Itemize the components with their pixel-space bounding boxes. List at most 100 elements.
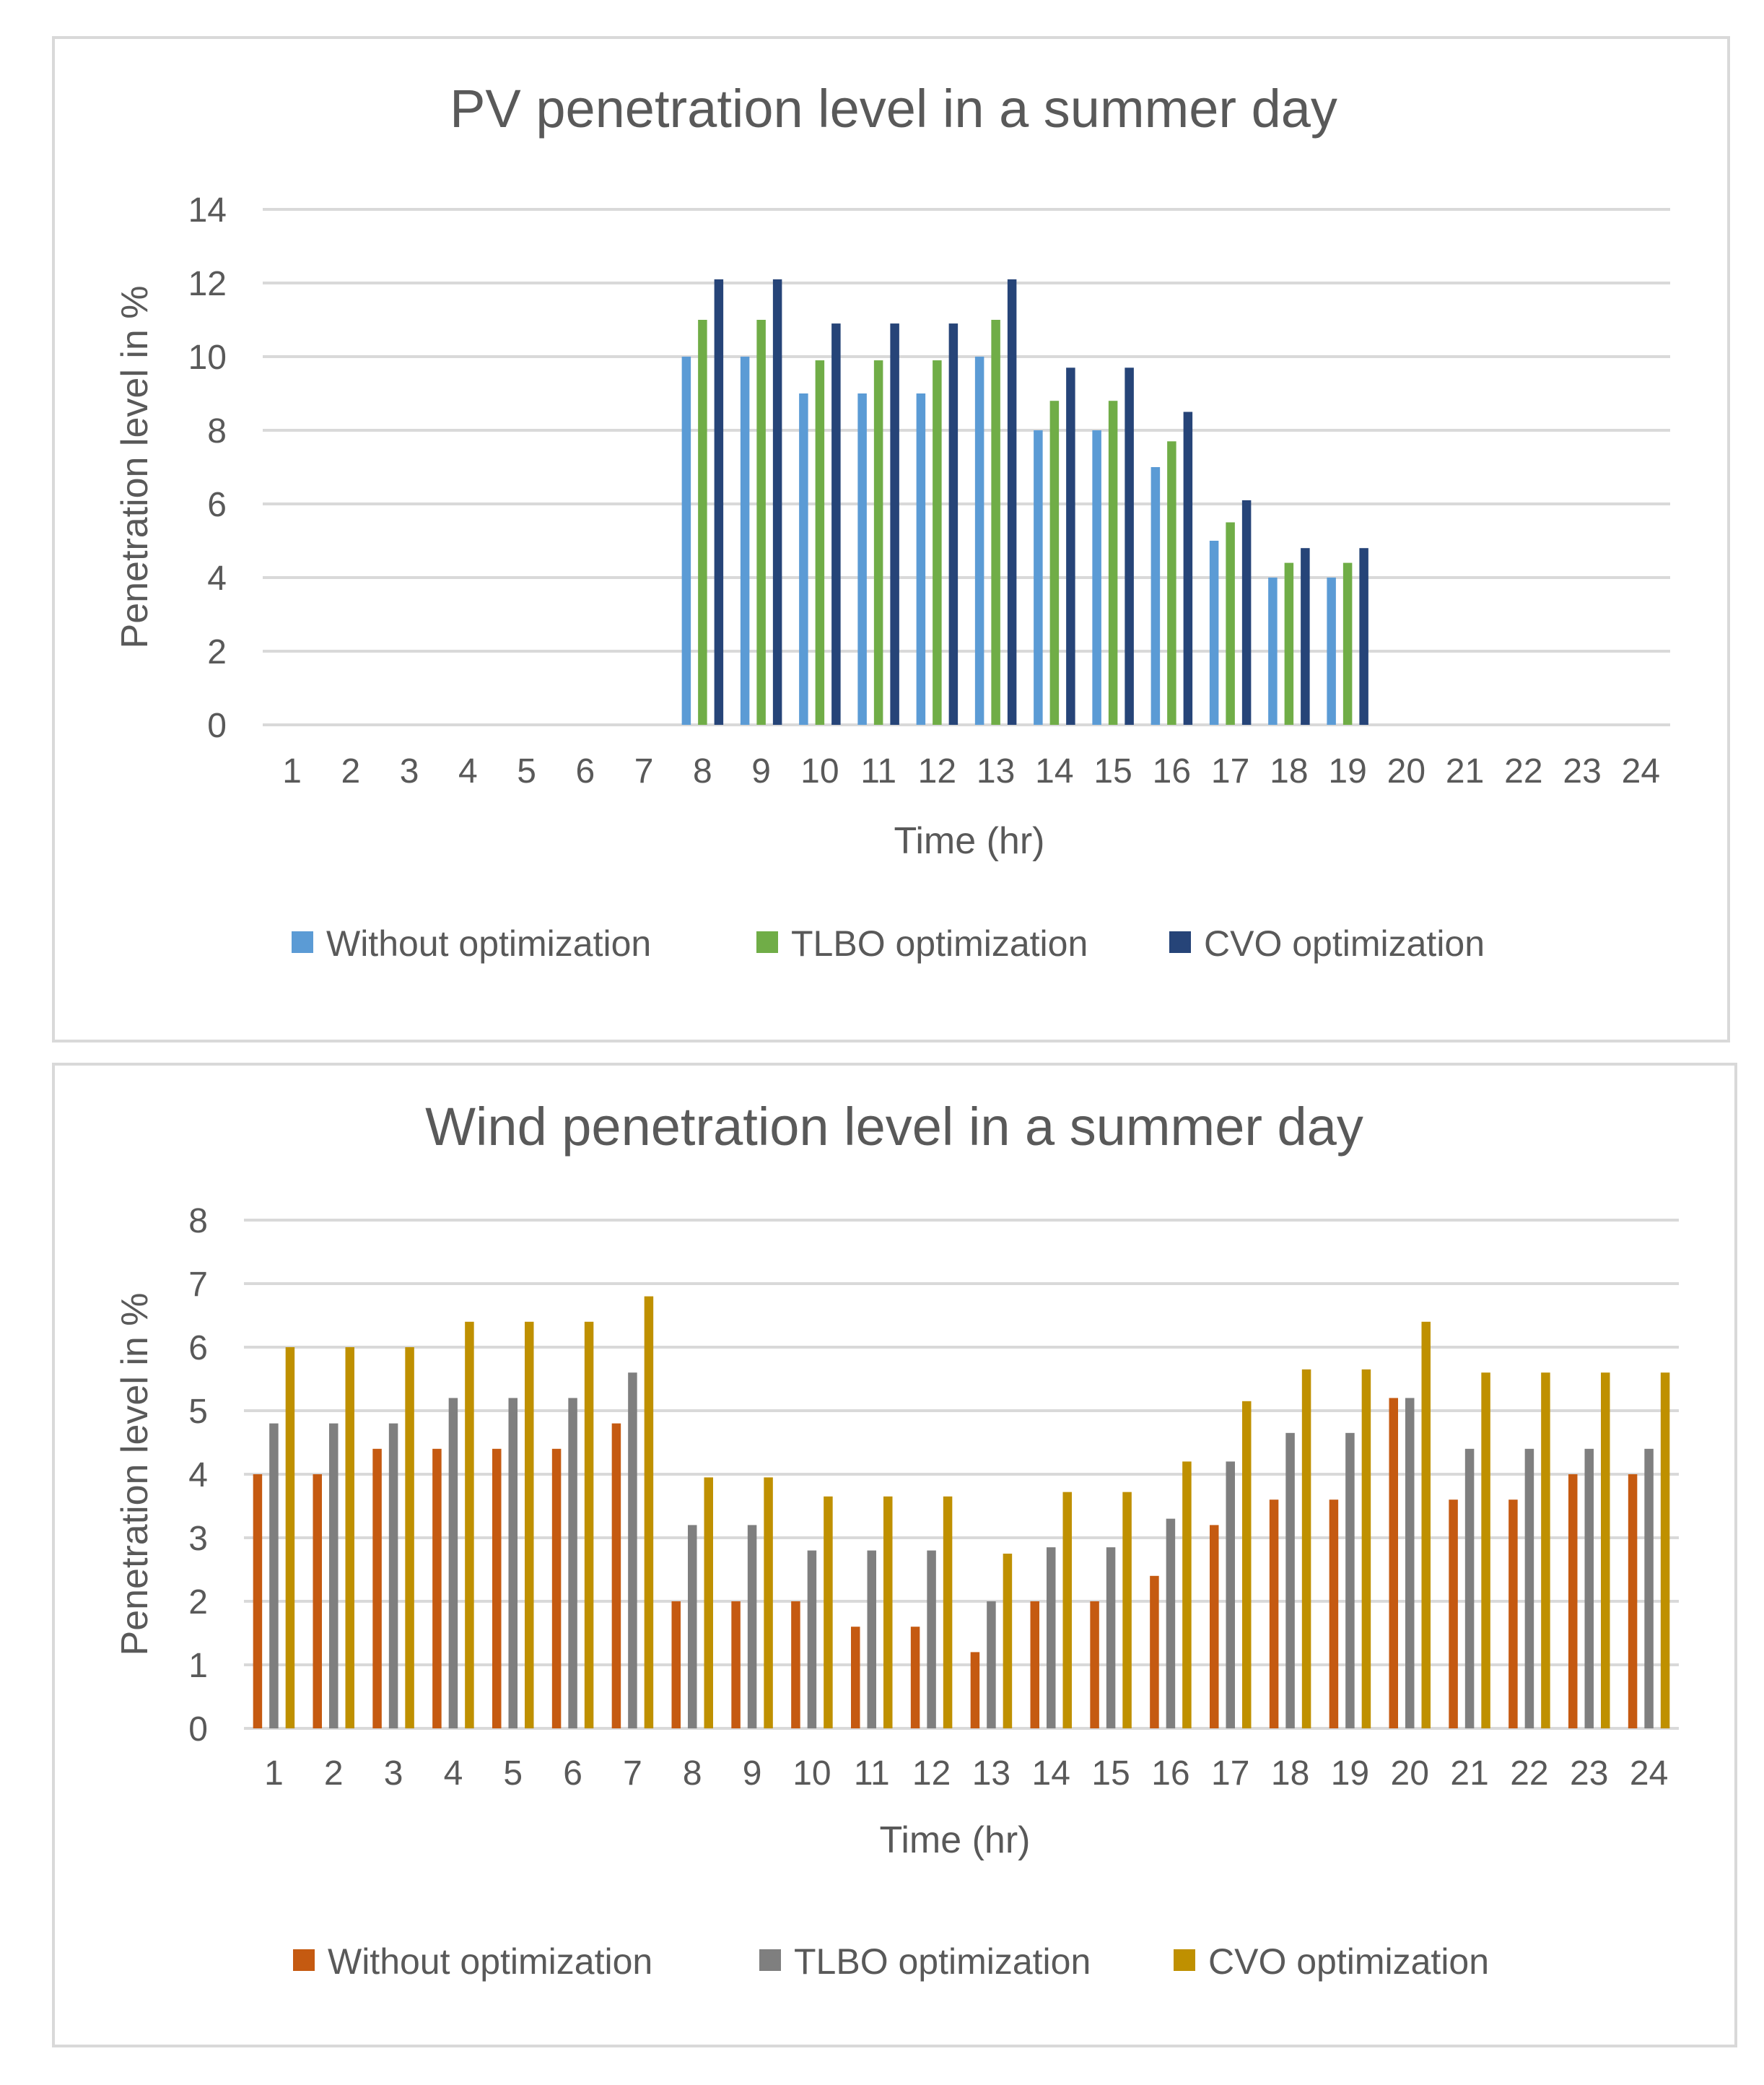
wind-legend-label: CVO optimization (1208, 1941, 1489, 1982)
pv-chart: PV penetration level in a summer day0246… (114, 79, 1670, 964)
wind-bar-cvo-8 (704, 1477, 713, 1728)
wind-x-tick-label: 1 (264, 1754, 284, 1793)
pv-x-tick-label: 17 (1211, 752, 1249, 791)
pv-x-tick-label: 9 (751, 752, 771, 791)
pv-bar-tlbo-11 (873, 360, 883, 725)
pv-bar-without-18 (1268, 578, 1278, 725)
pv-x-tick-label: 24 (1622, 752, 1660, 791)
pv-bar-cvo-10 (831, 323, 841, 726)
wind-x-tick-label: 9 (743, 1754, 762, 1793)
pv-bar-without-13 (974, 357, 984, 725)
pv-legend-swatch (1169, 931, 1191, 953)
wind-bar-without-17 (1210, 1525, 1219, 1728)
pv-bar-without-11 (857, 393, 867, 725)
pv-x-tick-label: 5 (517, 752, 536, 791)
wind-x-tick-label: 15 (1091, 1754, 1130, 1793)
wind-x-tick-label: 5 (503, 1754, 523, 1793)
pv-bar-cvo-18 (1301, 548, 1310, 725)
wind-y-tick-label: 5 (188, 1393, 208, 1431)
wind-chart-title: Wind penetration level in a summer day (425, 1097, 1363, 1157)
pv-x-tick-label: 11 (860, 752, 896, 791)
wind-bar-tlbo-12 (927, 1550, 936, 1728)
wind-bar-without-11 (851, 1627, 860, 1728)
wind-bar-cvo-23 (1601, 1372, 1610, 1728)
pv-x-tick-label: 4 (458, 752, 478, 791)
wind-x-tick-label: 12 (912, 1754, 951, 1793)
wind-bar-cvo-9 (764, 1477, 773, 1728)
wind-bar-without-15 (1090, 1601, 1099, 1728)
wind-y-tick-label: 6 (188, 1329, 208, 1367)
pv-bar-tlbo-19 (1342, 562, 1353, 725)
wind-bar-tlbo-2 (329, 1423, 339, 1728)
pv-x-tick-label: 23 (1563, 752, 1601, 791)
wind-bar-tlbo-15 (1106, 1547, 1116, 1728)
pv-bar-tlbo-9 (756, 320, 766, 725)
wind-bar-tlbo-16 (1166, 1518, 1176, 1728)
wind-bar-tlbo-23 (1584, 1448, 1594, 1728)
wind-bar-tlbo-9 (747, 1525, 757, 1728)
wind-bar-cvo-16 (1182, 1461, 1192, 1728)
wind-bar-cvo-5 (525, 1321, 534, 1728)
pv-bar-cvo-15 (1125, 367, 1134, 725)
wind-legend-swatch (293, 1949, 315, 1971)
pv-bar-cvo-14 (1066, 367, 1075, 725)
wind-bar-tlbo-24 (1644, 1448, 1654, 1728)
pv-x-tick-label: 22 (1504, 752, 1542, 791)
wind-bar-tlbo-13 (987, 1601, 996, 1728)
wind-x-tick-label: 17 (1211, 1754, 1249, 1793)
wind-bar-without-10 (791, 1601, 800, 1728)
pv-bar-cvo-13 (1007, 279, 1017, 725)
wind-x-tick-label: 4 (444, 1754, 463, 1793)
pv-bar-tlbo-14 (1049, 401, 1060, 725)
wind-bar-cvo-20 (1421, 1321, 1431, 1728)
wind-bar-without-12 (910, 1627, 920, 1728)
pv-bar-cvo-8 (714, 279, 724, 725)
wind-x-tick-label: 20 (1391, 1754, 1429, 1793)
pv-chart-title: PV penetration level in a summer day (450, 79, 1337, 139)
pv-x-tick-label: 12 (918, 752, 956, 791)
wind-bar-cvo-18 (1301, 1369, 1311, 1728)
wind-bar-tlbo-3 (388, 1423, 398, 1728)
wind-bar-without-5 (492, 1448, 502, 1728)
wind-bar-cvo-14 (1062, 1492, 1072, 1728)
wind-bar-without-6 (551, 1448, 562, 1728)
pv-x-tick-label: 13 (977, 752, 1015, 791)
pv-bar-tlbo-17 (1226, 522, 1235, 725)
wind-bar-cvo-21 (1481, 1372, 1490, 1728)
wind-bar-cvo-7 (644, 1296, 654, 1728)
pv-x-tick-label: 1 (282, 752, 302, 791)
pv-bar-tlbo-13 (991, 320, 1000, 725)
pv-x-tick-label: 3 (400, 752, 419, 791)
wind-bar-cvo-22 (1541, 1372, 1550, 1728)
pv-x-tick-label: 8 (693, 752, 712, 791)
wind-bar-tlbo-8 (688, 1525, 697, 1728)
pv-bar-cvo-11 (890, 323, 899, 726)
pv-bar-tlbo-15 (1108, 401, 1118, 725)
pv-bar-without-19 (1327, 578, 1336, 725)
wind-bar-without-3 (372, 1448, 382, 1728)
wind-bar-cvo-2 (345, 1347, 354, 1728)
pv-legend-swatch (756, 931, 778, 953)
wind-bar-tlbo-1 (269, 1423, 279, 1728)
pv-y-tick-label: 10 (188, 339, 227, 377)
wind-x-axis-label: Time (hr) (880, 1819, 1031, 1861)
wind-x-tick-label: 22 (1510, 1754, 1548, 1793)
wind-bar-cvo-11 (883, 1496, 893, 1728)
pv-bar-cvo-16 (1183, 412, 1193, 725)
wind-bar-tlbo-19 (1345, 1432, 1355, 1728)
wind-x-tick-label: 11 (854, 1754, 890, 1793)
wind-bar-cvo-6 (584, 1321, 594, 1728)
pv-legend-label: Without optimization (326, 923, 651, 964)
pv-bar-without-12 (916, 393, 926, 725)
wind-bar-tlbo-10 (807, 1550, 817, 1728)
wind-x-tick-label: 6 (563, 1754, 582, 1793)
pv-bar-without-14 (1034, 430, 1043, 725)
pv-x-tick-label: 2 (341, 752, 361, 791)
pv-bar-without-17 (1209, 541, 1219, 725)
pv-x-tick-label: 10 (800, 752, 839, 791)
wind-bar-without-16 (1150, 1575, 1159, 1728)
wind-bar-tlbo-4 (448, 1398, 458, 1728)
wind-chart-panel: Wind penetration level in a summer day 0 1… (52, 1063, 1737, 2047)
pv-bar-tlbo-12 (933, 360, 942, 725)
wind-x-tick-label: 21 (1450, 1754, 1488, 1793)
